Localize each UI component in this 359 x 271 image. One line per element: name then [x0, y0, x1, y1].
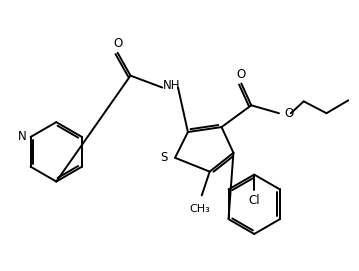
Text: N: N: [18, 130, 27, 143]
Text: CH₃: CH₃: [190, 204, 210, 214]
Text: O: O: [284, 107, 293, 120]
Text: O: O: [237, 68, 246, 81]
Text: NH: NH: [163, 79, 181, 92]
Text: S: S: [161, 151, 168, 164]
Text: Cl: Cl: [248, 194, 260, 207]
Text: O: O: [113, 37, 122, 50]
